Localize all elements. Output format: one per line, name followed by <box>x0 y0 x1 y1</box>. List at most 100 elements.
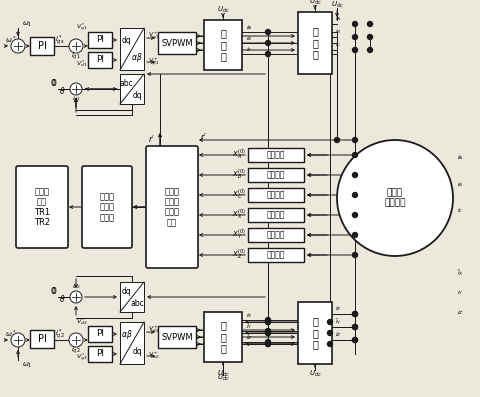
Text: $r'$: $r'$ <box>200 131 207 141</box>
Text: $i_{q2}^*$: $i_{q2}^*$ <box>55 328 65 342</box>
Text: $U_{dc}$: $U_{dc}$ <box>309 369 322 379</box>
Text: $i_{d2}$: $i_{d2}$ <box>72 283 81 291</box>
Text: 逆
变
器: 逆 变 器 <box>312 26 318 60</box>
Text: $V_{\beta1}^+$: $V_{\beta1}^+$ <box>148 56 159 68</box>
Text: dq: dq <box>132 347 142 356</box>
Text: $\omega_1$: $\omega_1$ <box>22 19 33 29</box>
Text: $i_A$: $i_A$ <box>246 23 252 33</box>
Circle shape <box>265 29 271 35</box>
Text: $V_{d2}^*$: $V_{d2}^*$ <box>76 316 87 328</box>
Circle shape <box>265 330 271 335</box>
Circle shape <box>352 252 358 258</box>
Bar <box>248 168 304 182</box>
Text: $i_A$: $i_A$ <box>335 15 341 23</box>
Bar <box>248 248 304 262</box>
Text: $\omega_1$: $\omega_1$ <box>22 360 33 370</box>
Circle shape <box>352 324 358 330</box>
Text: PI: PI <box>96 349 104 358</box>
Text: $i_C$: $i_C$ <box>457 206 464 216</box>
Circle shape <box>337 140 453 256</box>
Text: 逆
变
器: 逆 变 器 <box>220 29 226 62</box>
Text: $i_B$: $i_B$ <box>335 27 341 37</box>
Text: $\alpha\beta$: $\alpha\beta$ <box>121 328 132 341</box>
Text: $U_{dc}$: $U_{dc}$ <box>216 373 229 383</box>
Text: 采样存储: 采样存储 <box>267 191 285 200</box>
Circle shape <box>265 341 271 347</box>
Bar <box>158 326 196 348</box>
Text: $X_X^{(0)}$: $X_X^{(0)}$ <box>232 208 246 222</box>
Circle shape <box>327 341 333 347</box>
Text: SVPWM: SVPWM <box>161 39 193 48</box>
Text: 0: 0 <box>51 79 56 89</box>
Text: $\hat{i}_X$: $\hat{i}_X$ <box>457 268 464 278</box>
Text: $i_B$: $i_B$ <box>457 181 464 189</box>
Text: $X_Y^{(0)}$: $X_Y^{(0)}$ <box>232 228 246 242</box>
Text: 逆
变
器: 逆 变 器 <box>220 320 226 354</box>
Bar <box>88 346 112 362</box>
Circle shape <box>352 312 358 316</box>
Text: $V_{\alpha1}^+$: $V_{\alpha1}^+$ <box>148 31 159 41</box>
Text: $X_Z^{(0)}$: $X_Z^{(0)}$ <box>232 248 246 262</box>
Circle shape <box>265 40 271 46</box>
Text: 绕组开
路故障
处理器: 绕组开 路故障 处理器 <box>99 192 115 222</box>
FancyBboxPatch shape <box>146 146 198 268</box>
Circle shape <box>265 318 271 322</box>
Bar <box>30 330 54 348</box>
Circle shape <box>352 152 358 158</box>
FancyBboxPatch shape <box>16 166 68 248</box>
Circle shape <box>11 333 25 347</box>
Text: $V_{\alpha2}^+$: $V_{\alpha2}^+$ <box>148 351 159 361</box>
Text: $V_{\beta2}^+$: $V_{\beta2}^+$ <box>148 324 159 336</box>
Text: $i_C$: $i_C$ <box>335 40 342 50</box>
Circle shape <box>69 333 83 347</box>
Bar <box>158 32 196 54</box>
Circle shape <box>327 330 333 335</box>
Circle shape <box>352 173 358 177</box>
Circle shape <box>265 341 271 347</box>
Text: $i_X$: $i_X$ <box>335 304 342 314</box>
Text: $i_A$: $i_A$ <box>457 154 463 162</box>
Bar <box>204 20 242 70</box>
Circle shape <box>265 52 271 56</box>
Text: $i_C$: $i_C$ <box>246 46 253 54</box>
Bar <box>120 28 144 70</box>
Text: $i_Z$: $i_Z$ <box>335 331 342 339</box>
Bar <box>120 74 144 104</box>
Text: $U_{dc}$: $U_{dc}$ <box>216 5 229 15</box>
Circle shape <box>352 337 358 343</box>
Text: $r'$: $r'$ <box>148 133 155 143</box>
Circle shape <box>352 212 358 218</box>
Text: $X_B^{(0)}$: $X_B^{(0)}$ <box>232 168 246 182</box>
Text: $X_A^{(0)}$: $X_A^{(0)}$ <box>232 148 246 162</box>
Text: dq: dq <box>132 91 142 100</box>
Circle shape <box>352 233 358 237</box>
Circle shape <box>265 320 271 324</box>
Text: dq: dq <box>122 287 132 295</box>
Circle shape <box>368 35 372 39</box>
Circle shape <box>69 39 83 53</box>
Text: $\omega^*$: $\omega^*$ <box>5 328 16 340</box>
Text: dq: dq <box>122 36 132 45</box>
Bar <box>248 208 304 222</box>
Text: 0: 0 <box>51 287 56 297</box>
Text: $U_{dc}$: $U_{dc}$ <box>216 369 229 379</box>
Bar <box>120 322 144 364</box>
Text: 采样存储: 采样存储 <box>267 231 285 239</box>
Text: $i_{q1}$: $i_{q1}$ <box>71 50 81 62</box>
Text: $\theta$: $\theta$ <box>60 293 66 304</box>
Text: abc: abc <box>131 299 144 308</box>
Bar <box>88 326 112 342</box>
Circle shape <box>352 337 358 343</box>
Circle shape <box>352 137 358 143</box>
Text: $V_{q1}^*$: $V_{q1}^*$ <box>75 22 87 34</box>
Text: SVPWM: SVPWM <box>161 333 193 341</box>
Circle shape <box>352 21 358 27</box>
Text: $V_{d1}^*$: $V_{d1}^*$ <box>75 59 87 69</box>
Text: $X_C^{(0)}$: $X_C^{(0)}$ <box>232 188 246 202</box>
Text: $\alpha\beta$: $\alpha\beta$ <box>132 51 143 64</box>
Text: $i_{q2}$: $i_{q2}$ <box>71 344 81 356</box>
Circle shape <box>265 330 271 335</box>
Bar <box>248 148 304 162</box>
Circle shape <box>265 320 271 324</box>
Text: PI: PI <box>37 41 47 51</box>
